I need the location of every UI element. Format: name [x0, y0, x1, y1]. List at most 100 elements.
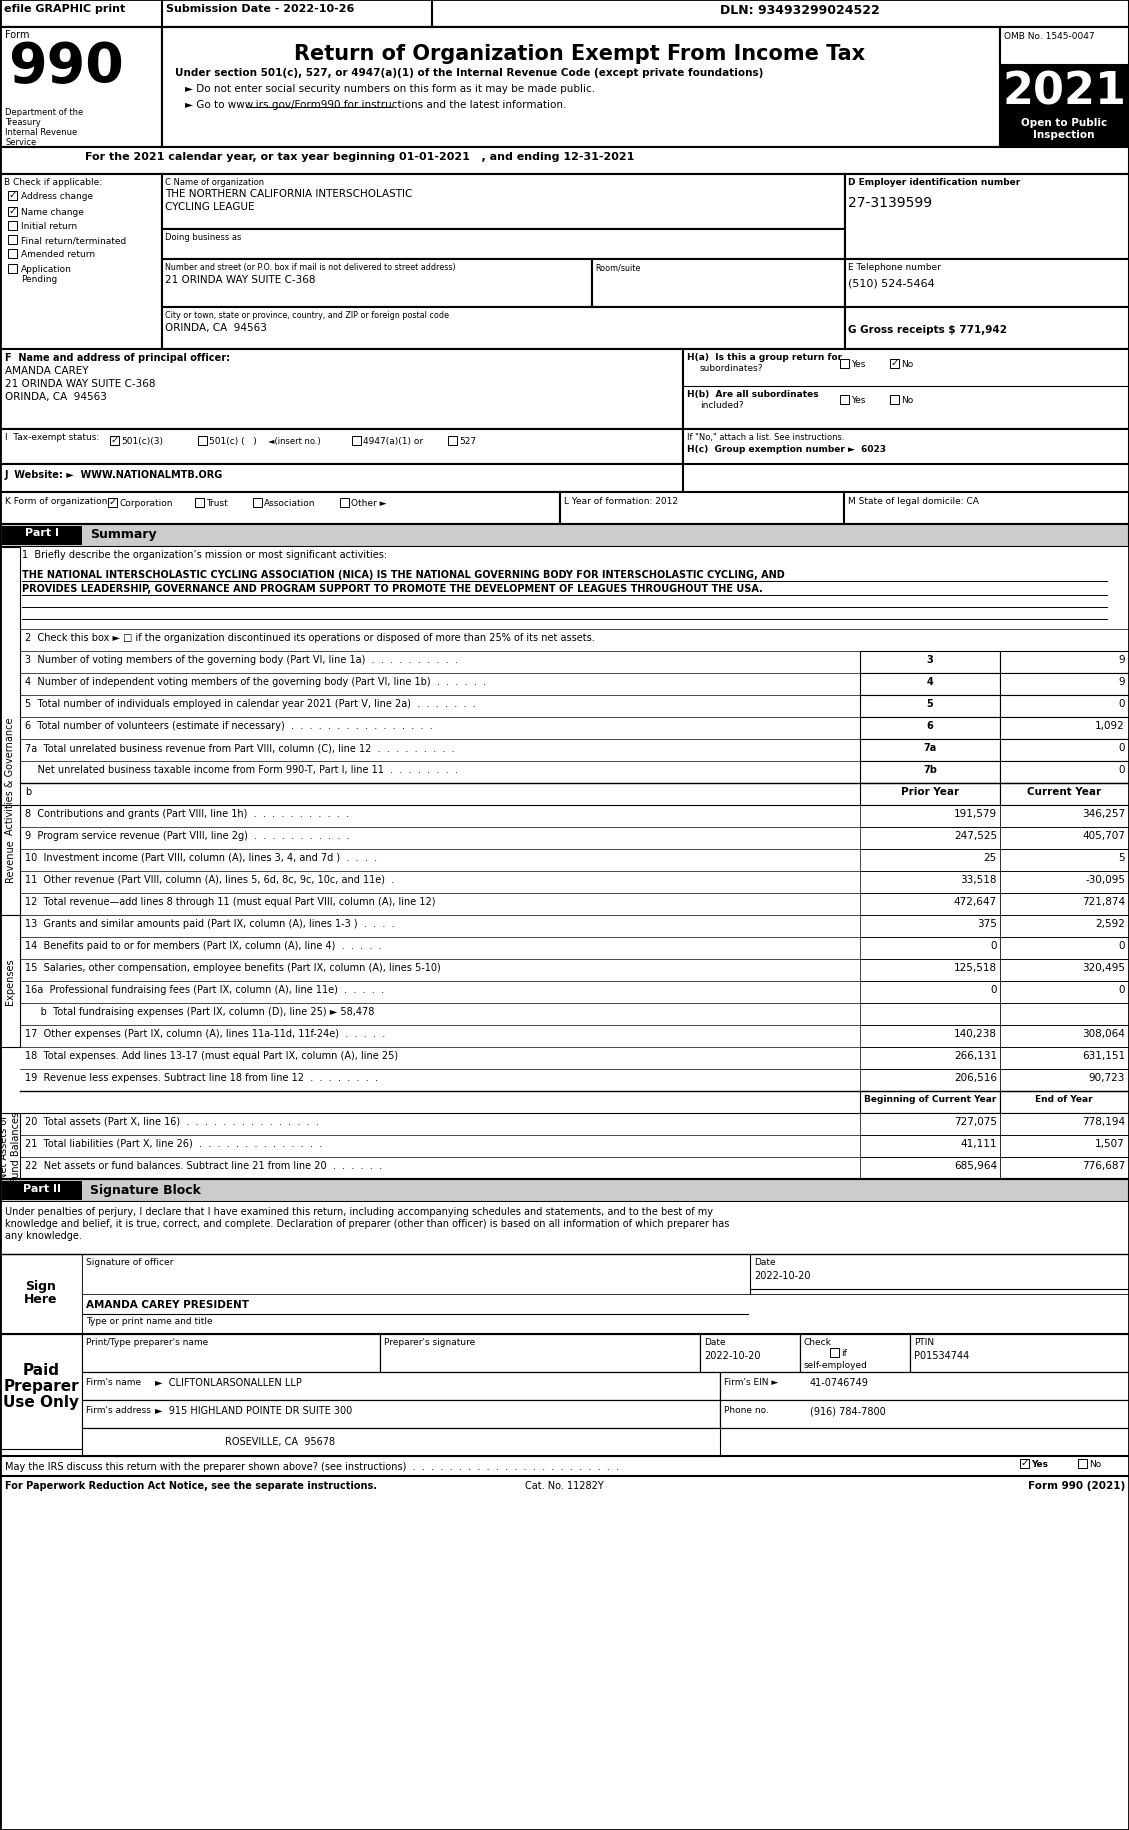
Text: Treasury: Treasury — [5, 117, 41, 126]
Text: 0: 0 — [990, 941, 997, 950]
Bar — [860, 761, 1000, 783]
Text: 266,131: 266,131 — [954, 1050, 997, 1060]
Bar — [860, 1091, 1000, 1113]
Text: D Employer identification number: D Employer identification number — [848, 178, 1021, 187]
Bar — [1000, 959, 1129, 981]
Text: -30,095: -30,095 — [1085, 875, 1124, 884]
Text: Paid: Paid — [23, 1362, 60, 1378]
Text: b: b — [25, 787, 32, 796]
Bar — [0, 350, 683, 430]
Text: ►  CLIFTONLARSONALLEN LLP: ► CLIFTONLARSONALLEN LLP — [155, 1378, 301, 1387]
Text: 778,194: 778,194 — [1082, 1116, 1124, 1127]
Bar — [890, 361, 899, 370]
Bar — [0, 492, 560, 525]
Bar — [0, 805, 20, 915]
Text: Cat. No. 11282Y: Cat. No. 11282Y — [525, 1480, 603, 1490]
Text: Net unrelated business taxable income from Form 990-T, Part I, line 11  .  .  . : Net unrelated business taxable income fr… — [25, 765, 458, 774]
Text: 9: 9 — [1119, 655, 1124, 664]
Bar — [860, 739, 1000, 761]
Bar — [82, 1254, 1129, 1294]
Bar — [340, 500, 349, 507]
Text: THE NATIONAL INTERSCHOLASTIC CYCLING ASSOCIATION (NICA) IS THE NATIONAL GOVERNIN: THE NATIONAL INTERSCHOLASTIC CYCLING ASS… — [21, 569, 785, 580]
Text: Application
Pending: Application Pending — [21, 265, 72, 284]
Bar — [860, 717, 1000, 739]
Bar — [0, 27, 1129, 148]
Bar — [1000, 695, 1129, 717]
Bar — [0, 915, 20, 1047]
Text: 12  Total revenue—add lines 8 through 11 (must equal Part VIII, column (A), line: 12 Total revenue—add lines 8 through 11 … — [25, 897, 436, 906]
Text: Summary: Summary — [90, 527, 157, 540]
Bar — [1000, 1025, 1129, 1047]
Bar — [700, 1334, 800, 1372]
Bar — [860, 805, 1000, 827]
Bar — [1000, 66, 1129, 115]
Text: 17  Other expenses (Part IX, column (A), lines 11a-11d, 11f-24e)  .  .  .  .  .: 17 Other expenses (Part IX, column (A), … — [25, 1028, 385, 1038]
Text: (510) 524-5464: (510) 524-5464 — [848, 278, 935, 287]
Text: any knowledge.: any knowledge. — [5, 1230, 82, 1241]
Text: THE NORTHERN CALIFORNIA INTERSCHOLASTIC: THE NORTHERN CALIFORNIA INTERSCHOLASTIC — [165, 188, 412, 199]
Bar — [8, 265, 17, 274]
Text: knowledge and belief, it is true, correct, and complete. Declaration of preparer: knowledge and belief, it is true, correc… — [5, 1219, 729, 1228]
Text: 9  Program service revenue (Part VIII, line 2g)  .  .  .  .  .  .  .  .  .  .  .: 9 Program service revenue (Part VIII, li… — [25, 831, 350, 840]
Bar — [844, 492, 1129, 525]
Bar — [844, 176, 1129, 260]
Text: 9: 9 — [1119, 677, 1124, 686]
Bar — [0, 525, 1129, 547]
Text: 5: 5 — [927, 699, 934, 708]
Text: Name change: Name change — [21, 209, 84, 218]
Text: 41-0746749: 41-0746749 — [809, 1378, 869, 1387]
Text: City or town, state or province, country, and ZIP or foreign postal code: City or town, state or province, country… — [165, 311, 449, 320]
Text: ROSEVILLE, CA  95678: ROSEVILLE, CA 95678 — [225, 1437, 335, 1446]
Text: 1,507: 1,507 — [1095, 1138, 1124, 1149]
Bar — [1000, 805, 1129, 827]
Bar — [1000, 717, 1129, 739]
Text: ✓: ✓ — [110, 496, 117, 507]
Bar — [108, 500, 117, 507]
Text: 20  Total assets (Part X, line 16)  .  .  .  .  .  .  .  .  .  .  .  .  .  .  .: 20 Total assets (Part X, line 16) . . . … — [25, 1116, 318, 1127]
Text: Firm's address: Firm's address — [86, 1405, 151, 1415]
Text: 4  Number of independent voting members of the governing body (Part VI, line 1b): 4 Number of independent voting members o… — [25, 677, 487, 686]
Bar — [1000, 1091, 1129, 1113]
Bar — [860, 1157, 1000, 1179]
Text: Final return/terminated: Final return/terminated — [21, 236, 126, 245]
Text: included?: included? — [700, 401, 744, 410]
Text: Here: Here — [24, 1292, 58, 1305]
Bar — [82, 1372, 720, 1400]
Text: subordinates?: subordinates? — [700, 364, 763, 373]
Text: 308,064: 308,064 — [1082, 1028, 1124, 1038]
Text: 2022-10-20: 2022-10-20 — [754, 1270, 811, 1281]
Text: 7a  Total unrelated business revenue from Part VIII, column (C), line 12  .  .  : 7a Total unrelated business revenue from… — [25, 743, 455, 752]
Text: 776,687: 776,687 — [1082, 1160, 1124, 1171]
Bar — [560, 492, 844, 525]
Text: K Form of organization:: K Form of organization: — [5, 496, 111, 505]
Bar — [8, 236, 17, 245]
Text: 727,075: 727,075 — [954, 1116, 997, 1127]
Text: G Gross receipts $ 771,942: G Gross receipts $ 771,942 — [848, 324, 1007, 335]
Text: 21  Total liabilities (Part X, line 26)  .  .  .  .  .  .  .  .  .  .  .  .  .  : 21 Total liabilities (Part X, line 26) .… — [25, 1138, 322, 1149]
Bar — [195, 500, 204, 507]
Bar — [1000, 981, 1129, 1003]
Text: 191,579: 191,579 — [954, 809, 997, 818]
Text: 27-3139599: 27-3139599 — [848, 196, 933, 210]
Bar — [2, 1182, 82, 1200]
Bar — [844, 260, 1129, 307]
Text: J  Website: ►  WWW.NATIONALMTB.ORG: J Website: ► WWW.NATIONALMTB.ORG — [5, 470, 224, 479]
Text: (916) 784-7800: (916) 784-7800 — [809, 1405, 886, 1415]
Text: Type or print name and title: Type or print name and title — [86, 1316, 212, 1325]
Bar — [8, 209, 17, 218]
Bar — [860, 849, 1000, 871]
Text: End of Year: End of Year — [1035, 1094, 1093, 1103]
Bar — [860, 1135, 1000, 1157]
Text: CYCLING LEAGUE: CYCLING LEAGUE — [165, 201, 254, 212]
Text: 18  Total expenses. Add lines 13-17 (must equal Part IX, column (A), line 25): 18 Total expenses. Add lines 13-17 (must… — [25, 1050, 399, 1060]
Text: 10  Investment income (Part VIII, column (A), lines 3, 4, and 7d )  .  .  .  .: 10 Investment income (Part VIII, column … — [25, 853, 377, 862]
Text: 3  Number of voting members of the governing body (Part VI, line 1a)  .  .  .  .: 3 Number of voting members of the govern… — [25, 655, 458, 664]
Text: 320,495: 320,495 — [1082, 963, 1124, 972]
Text: M State of legal domicile: CA: M State of legal domicile: CA — [848, 496, 979, 505]
Bar — [110, 437, 119, 447]
Bar — [161, 260, 592, 307]
Bar — [1000, 783, 1129, 805]
Bar — [8, 192, 17, 201]
Text: 501(c) (   ): 501(c) ( ) — [209, 437, 256, 447]
Bar — [830, 1349, 839, 1358]
